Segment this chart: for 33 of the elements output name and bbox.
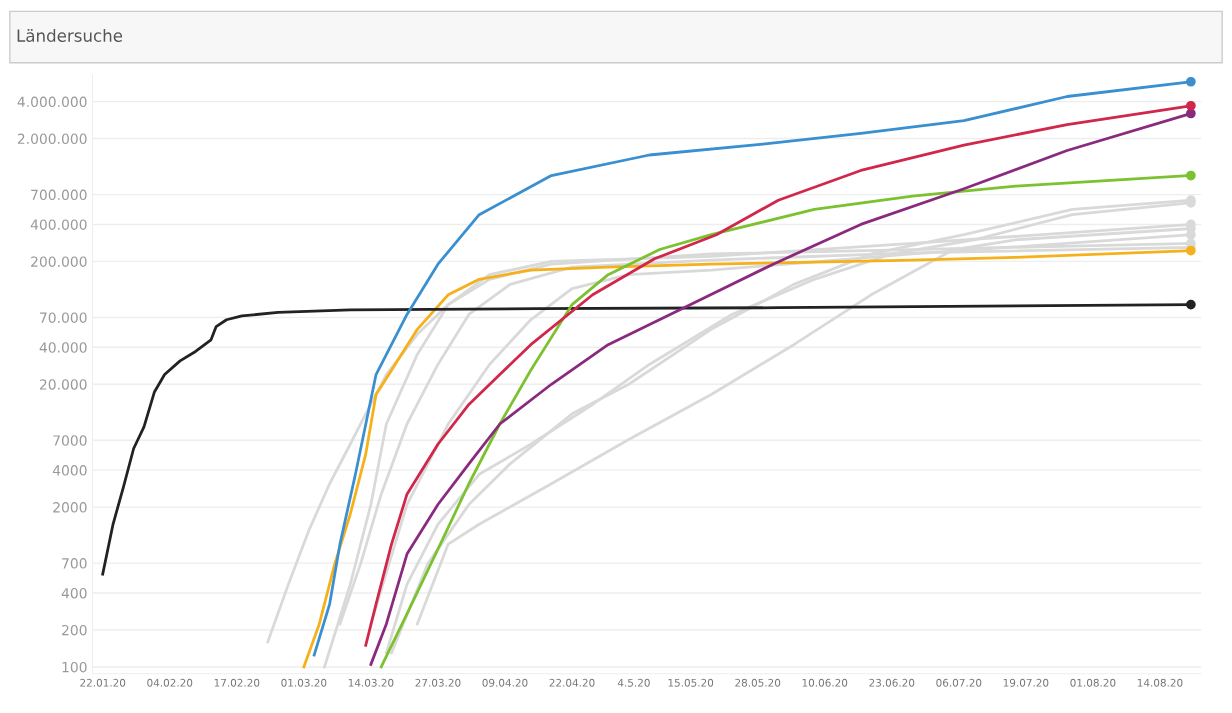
y-tick-label: 4.000.000 xyxy=(17,96,87,108)
x-tick-label: 10.06.20 xyxy=(802,678,848,687)
y-tick-label: 20.000 xyxy=(39,379,87,390)
x-tick-label: 04.02.20 xyxy=(147,678,193,687)
x-tick-label: 17.02.20 xyxy=(214,678,260,687)
y-tick-label: 200 xyxy=(62,624,87,636)
y-tick-label: 400 xyxy=(61,587,87,599)
y-tick-label: 2000 xyxy=(53,502,87,513)
x-tick-label: 22.01.20 xyxy=(80,678,126,687)
x-tick-label: 01.08.20 xyxy=(1070,678,1116,687)
x-tick-label: 27.03.20 xyxy=(415,678,461,687)
y-tick-label: 100 xyxy=(62,661,87,673)
x-tick-label: 23.06.20 xyxy=(869,678,915,687)
x-tick-label: 19.07.20 xyxy=(1003,678,1049,687)
y-tick-label: 2.000.000 xyxy=(17,133,87,145)
x-tick-label: 4.5.20 xyxy=(617,678,650,687)
x-tick-label: 28.05.20 xyxy=(735,678,781,687)
y-tick-label: 40.000 xyxy=(39,342,87,353)
x-tick-label: 22.04.20 xyxy=(549,678,595,687)
text: Ländersuche xyxy=(17,29,123,42)
y-tick-label: 7000 xyxy=(53,435,87,446)
y-tick-label: 700 xyxy=(62,558,87,569)
y-tick-label: 700.000 xyxy=(31,189,87,201)
x-tick-label: 01.03.20 xyxy=(281,678,327,687)
y-tick-label: 200.000 xyxy=(31,256,87,267)
x-tick-label: 14.08.20 xyxy=(1137,678,1183,687)
x-tick-label: 14.03.20 xyxy=(348,678,394,687)
x-tick-label: 09.04.20 xyxy=(482,678,528,687)
y-tick-label: 70.000 xyxy=(40,312,87,323)
y-tick-label: 400.000 xyxy=(30,219,87,230)
y-tick-label: 4000 xyxy=(52,465,87,476)
x-tick-label: 06.07.20 xyxy=(936,678,982,687)
x-tick-label: 15.05.20 xyxy=(668,678,714,687)
